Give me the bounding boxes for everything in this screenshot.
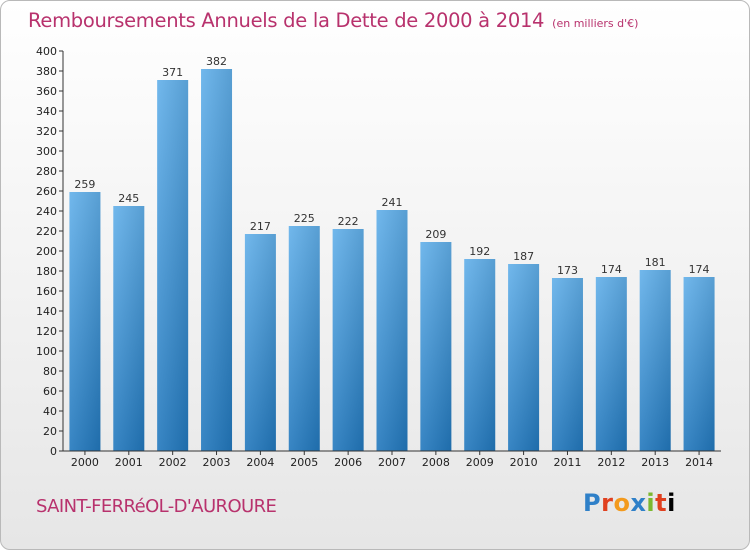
y-tick-label: 180 [36, 265, 57, 278]
bar-shade [157, 80, 189, 451]
y-tick-label: 240 [36, 205, 57, 218]
bar-group: 173 [551, 264, 583, 451]
bar-shade [508, 264, 540, 451]
bar-value-label: 187 [513, 250, 534, 263]
x-tick-label: 2005 [290, 456, 318, 469]
bar-group: 382 [201, 55, 233, 451]
x-tick-label: 2010 [510, 456, 538, 469]
x-tick-label: 2006 [334, 456, 362, 469]
y-tick-label: 60 [43, 385, 57, 398]
bar-shade [420, 242, 452, 451]
bar-shade [113, 206, 145, 451]
bar-value-label: 174 [689, 263, 710, 276]
logo-letter: i [646, 489, 656, 517]
x-tick-label: 2004 [246, 456, 274, 469]
bar-shade [332, 229, 364, 451]
x-tick-label: 2014 [685, 456, 713, 469]
bar-group: 181 [639, 256, 671, 451]
x-tick-label: 2001 [115, 456, 143, 469]
bar-group: 241 [376, 196, 408, 451]
bar-value-label: 209 [425, 228, 446, 241]
bars: 259 245 371 382 217 225 222 241 209 192 187 173 174 1… [69, 55, 715, 451]
y-tick-label: 140 [36, 305, 57, 318]
y-tick-label: 40 [43, 405, 57, 418]
logo-letter: i [667, 489, 676, 517]
x-tick-label: 2002 [159, 456, 187, 469]
bar-shade [683, 277, 715, 451]
y-tick-label: 280 [36, 165, 57, 178]
chart-title: Remboursements Annuels de la Dette de 20… [28, 9, 638, 32]
logo-letter: r [601, 489, 614, 517]
bar-shade [376, 210, 408, 451]
bar-value-label: 174 [601, 263, 622, 276]
bar-value-label: 222 [338, 215, 359, 228]
bar-group: 371 [157, 66, 189, 451]
y-tick-label: 360 [36, 85, 57, 98]
y-tick-label: 20 [43, 425, 57, 438]
bar-group: 174 [595, 263, 627, 451]
bar-shade [288, 226, 320, 451]
logo-letter: t [655, 489, 668, 517]
bar-group: 225 [288, 212, 320, 451]
bar-group: 245 [113, 192, 145, 451]
y-tick-label: 380 [36, 65, 57, 78]
bar-value-label: 245 [118, 192, 139, 205]
y-tick-label: 340 [36, 105, 57, 118]
bar-value-label: 181 [645, 256, 666, 269]
y-tick-label: 0 [50, 445, 57, 458]
bar-group: 187 [508, 250, 540, 451]
bar-shade [69, 192, 101, 451]
logo-letter: P [583, 489, 602, 517]
bar-value-label: 241 [382, 196, 403, 209]
bar-group: 174 [683, 263, 715, 451]
y-tick-label: 120 [36, 325, 57, 338]
bar-value-label: 259 [74, 178, 95, 191]
bar-shade [244, 234, 276, 451]
y-tick-label: 320 [36, 125, 57, 138]
x-tick-label: 2007 [378, 456, 406, 469]
y-tick-label: 220 [36, 225, 57, 238]
bar-shade [464, 259, 496, 451]
x-tick-label: 2012 [597, 456, 625, 469]
x-tick-label: 2013 [641, 456, 669, 469]
bar-group: 259 [69, 178, 101, 451]
bar-value-label: 225 [294, 212, 315, 225]
bar-value-label: 217 [250, 220, 271, 233]
bar-shade [595, 277, 627, 451]
chart-title-text: Remboursements Annuels de la Dette de 20… [28, 9, 545, 32]
x-tick-label: 2003 [203, 456, 231, 469]
bar-value-label: 192 [469, 245, 490, 258]
proxiti-logo: Proxiti [583, 489, 676, 517]
y-tick-label: 260 [36, 185, 57, 198]
x-tick-label: 2011 [553, 456, 581, 469]
chart-subtitle: (en milliers d'€) [552, 17, 639, 30]
bar-shade [639, 270, 671, 451]
bar-group: 209 [420, 228, 452, 451]
y-axis: 0 20 40 60 80 100 120 140 160 180 200 220 240 260 280 3… [36, 45, 64, 458]
bar-value-label: 382 [206, 55, 227, 68]
y-tick-label: 400 [36, 45, 57, 58]
y-tick-label: 160 [36, 285, 57, 298]
y-tick-label: 300 [36, 145, 57, 158]
bar-value-label: 371 [162, 66, 183, 79]
x-tick-label: 2008 [422, 456, 450, 469]
x-axis: 2000 2001 2002 2003 2004 2005 2006 2007 2008 2009… [63, 450, 721, 469]
bar-group: 192 [464, 245, 496, 451]
logo-letter: o [613, 489, 631, 517]
y-tick-label: 200 [36, 245, 57, 258]
commune-name: SAINT-FERRéOL-D'AUROURE [36, 496, 277, 517]
bar-value-label: 173 [557, 264, 578, 277]
bar-group: 222 [332, 215, 364, 451]
y-tick-label: 80 [43, 365, 57, 378]
x-tick-label: 2000 [71, 456, 99, 469]
bar-shade [551, 278, 583, 451]
logo-letter: x [630, 489, 647, 517]
x-tick-label: 2009 [466, 456, 494, 469]
bar-group: 217 [244, 220, 276, 451]
bar-shade [201, 69, 233, 451]
y-tick-label: 100 [36, 345, 57, 358]
